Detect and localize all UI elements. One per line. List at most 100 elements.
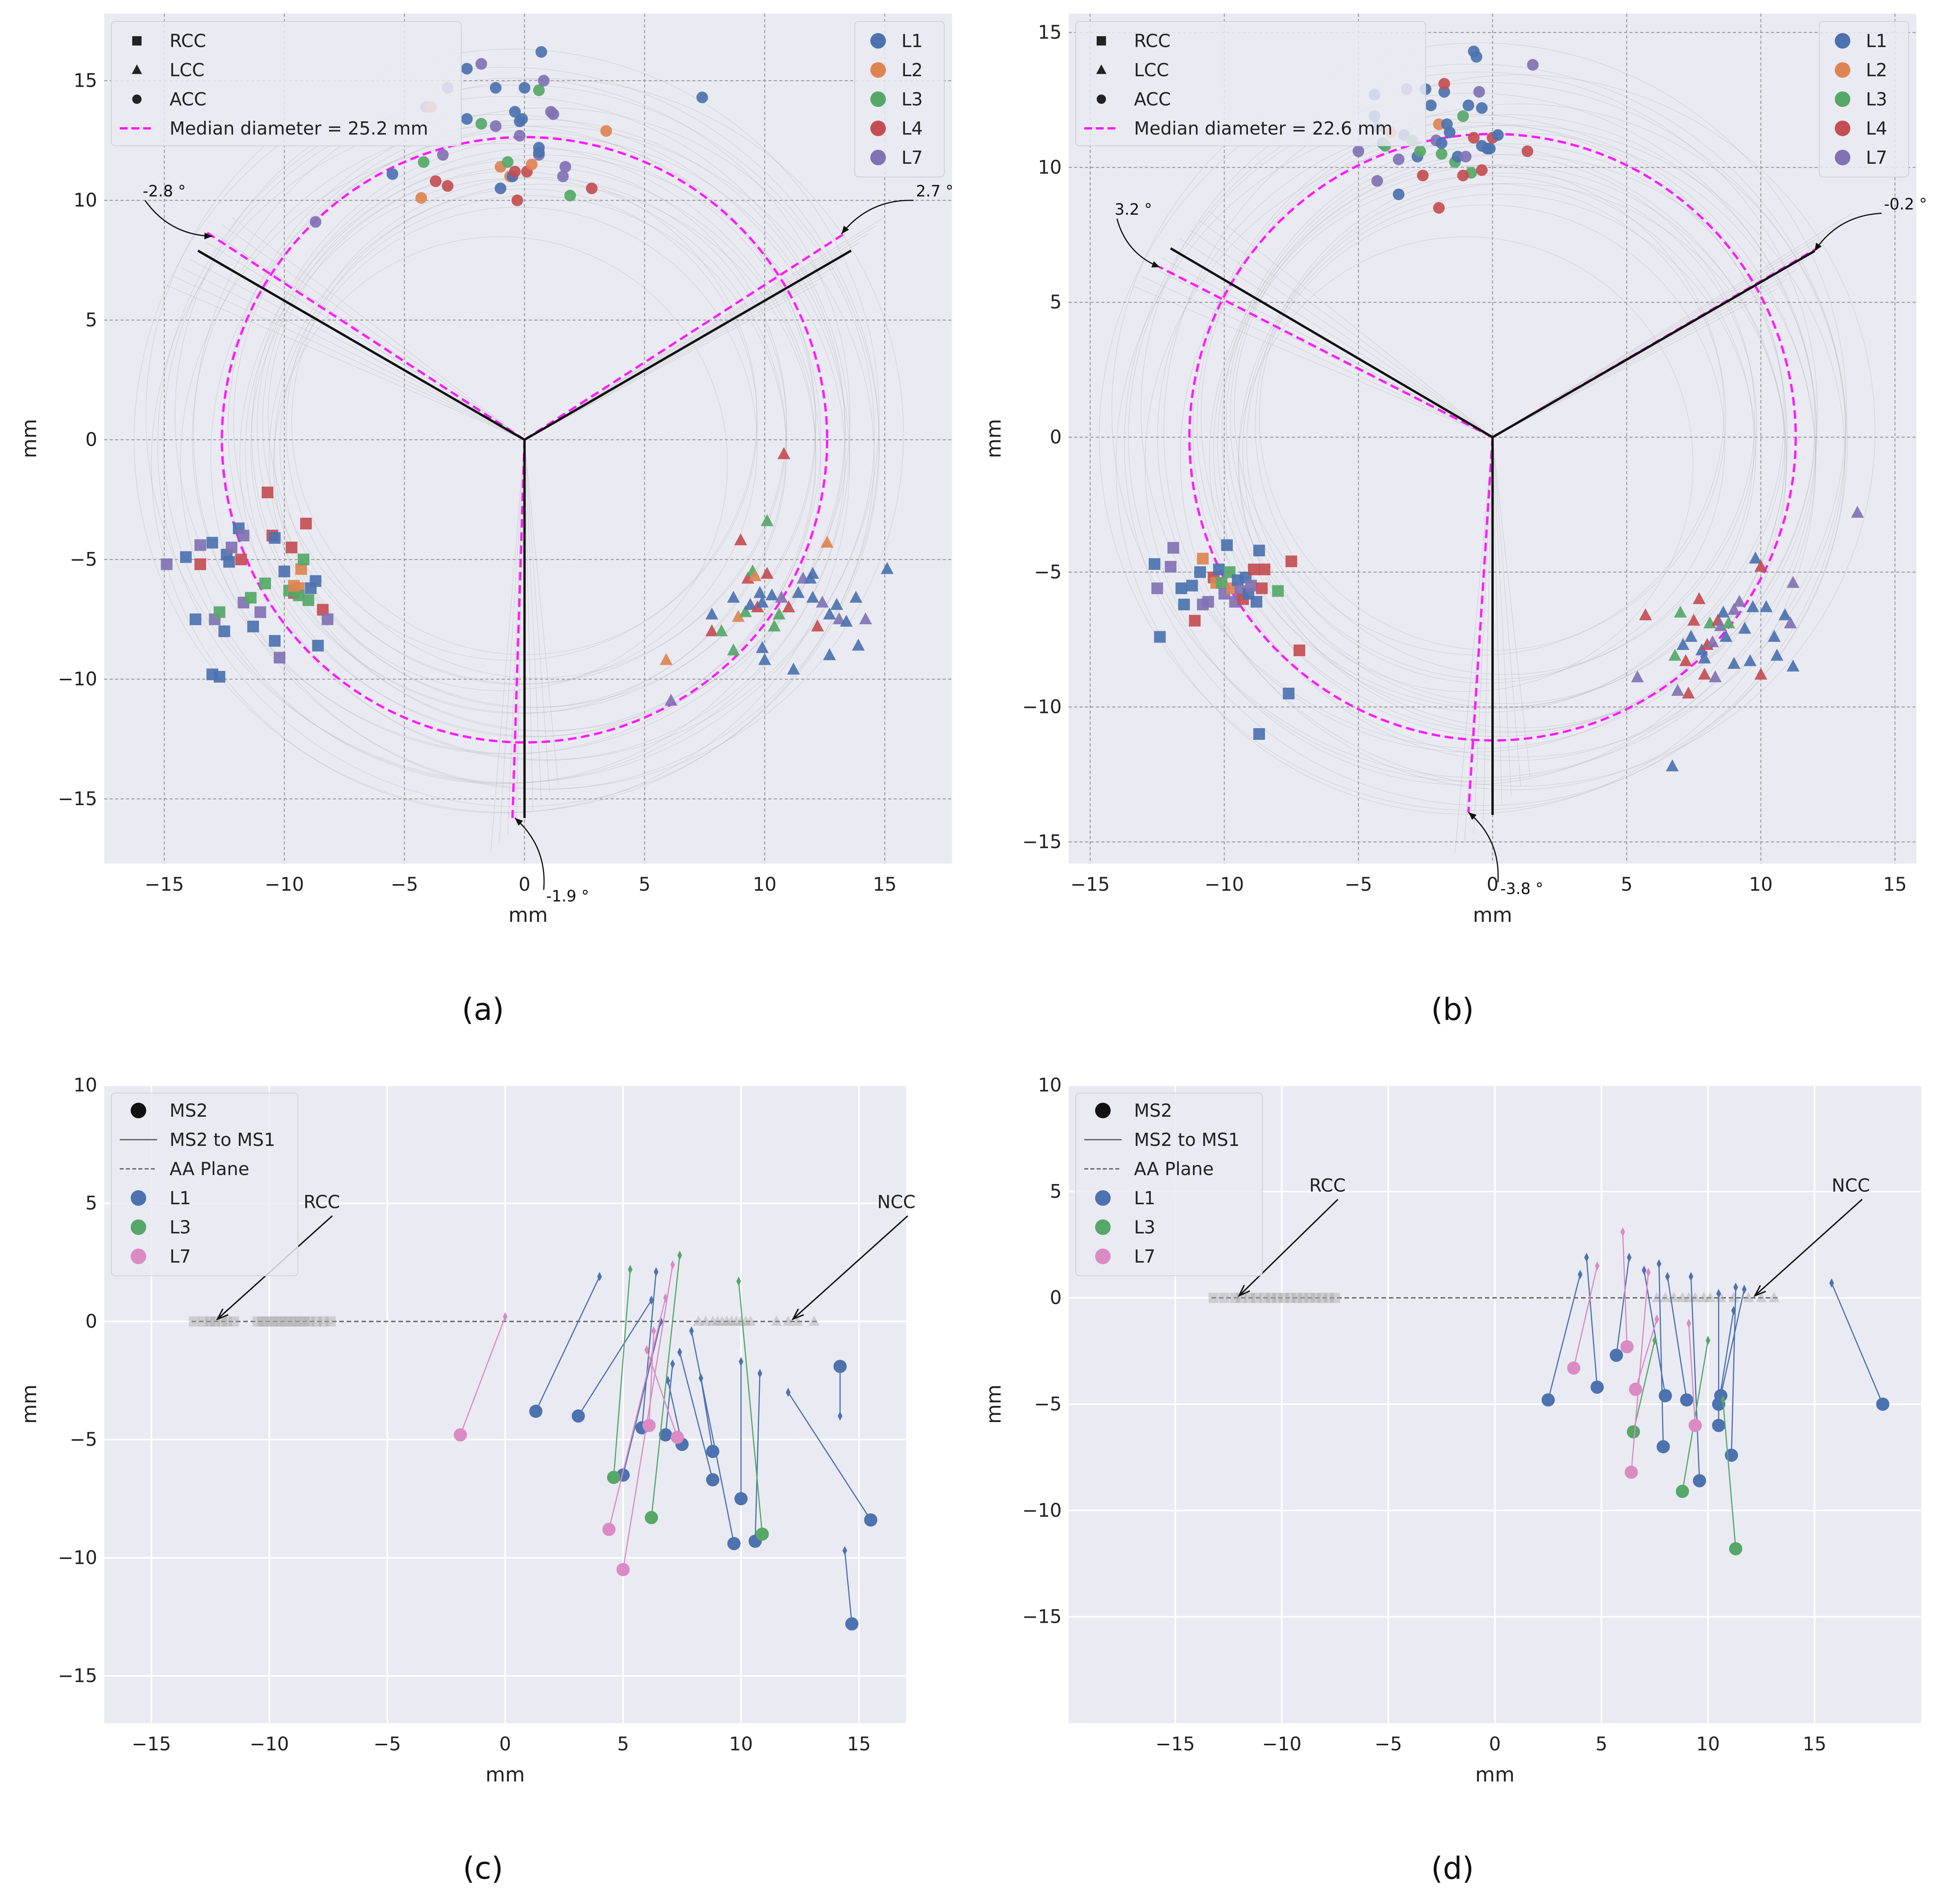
- ms1-marker: [649, 1295, 654, 1305]
- fit-radial-line: [524, 284, 818, 440]
- fit-circle: [1238, 236, 1694, 692]
- legend-label: Median diameter = 25.2 mm: [170, 118, 428, 139]
- fit-circle: [1180, 124, 1846, 790]
- annotation-arrowhead: [1237, 1285, 1250, 1297]
- legend-label: L3: [901, 89, 923, 110]
- ms1-marker: [1578, 1270, 1583, 1279]
- angle-annotation: 3.2 °: [1115, 201, 1152, 219]
- plane-rcc-marker: [205, 1316, 215, 1327]
- ms1-marker: [786, 1387, 791, 1397]
- y-tick-label: 10: [1038, 156, 1062, 178]
- x-tick-label: 10: [753, 874, 777, 895]
- data-point-rcc: [1197, 599, 1209, 611]
- data-point-rcc: [226, 541, 238, 554]
- data-point-lcc: [1746, 600, 1759, 612]
- ms2-to-ms1-line: [1573, 1266, 1598, 1368]
- y-tick-label: −15: [58, 1665, 97, 1687]
- legend-label: ACC: [1134, 89, 1171, 110]
- plane-rcc-marker: [266, 1316, 277, 1327]
- x-tick-label: −5: [391, 874, 418, 895]
- data-point-acc: [1433, 118, 1445, 130]
- ms2-point: [727, 1537, 741, 1550]
- fit-radial-line: [1152, 267, 1493, 438]
- y-tick-label: −10: [1022, 696, 1062, 718]
- data-point-acc: [1476, 102, 1488, 114]
- data-point-acc: [696, 91, 708, 103]
- ms2-point: [670, 1431, 684, 1444]
- legend-series-swatch: [1835, 121, 1850, 136]
- fit-circle: [1124, 82, 1848, 806]
- data-point-acc: [1527, 59, 1539, 71]
- ms1-marker: [651, 1326, 656, 1336]
- legend-label: AA Plane: [1134, 1158, 1214, 1179]
- legend-shapes-box: [111, 21, 462, 146]
- data-point-lcc: [760, 567, 774, 579]
- y-tick-label: 5: [1050, 1181, 1062, 1202]
- y-tick-label: −5: [1034, 1393, 1062, 1415]
- legend-series-box: [854, 21, 945, 177]
- plane-rcc-marker: [1251, 1293, 1262, 1303]
- legend-label: L3: [1866, 89, 1887, 110]
- ms2-to-ms1-line: [1631, 1272, 1649, 1473]
- plane-ncc-marker: [707, 1315, 718, 1326]
- commissure-line: [1492, 250, 1815, 438]
- ms1-marker: [670, 1359, 675, 1369]
- legend-series-swatch: [870, 62, 886, 78]
- data-point-acc: [538, 75, 550, 87]
- ms1-marker: [1689, 1272, 1694, 1281]
- data-point-rcc: [1245, 580, 1257, 592]
- annotation-label: RCC: [1309, 1175, 1346, 1196]
- ms2-point: [602, 1522, 616, 1536]
- data-point-rcc: [1248, 563, 1260, 575]
- ms2-to-ms1-line: [535, 1276, 600, 1412]
- x-tick-label: 5: [617, 1733, 629, 1755]
- median-commissure-line: [1159, 266, 1493, 438]
- data-point-lcc: [739, 605, 752, 617]
- ms2-point: [756, 1527, 769, 1541]
- legend-series-swatch: [1835, 33, 1850, 49]
- ms2-point: [1624, 1465, 1638, 1479]
- data-point-rcc: [300, 518, 312, 529]
- plane-rcc-marker: [1285, 1293, 1295, 1303]
- ms1-marker: [842, 1546, 847, 1555]
- data-point-lcc: [1851, 506, 1864, 518]
- y-tick-label: −15: [58, 788, 97, 810]
- ms2-point: [1712, 1419, 1726, 1432]
- fit-radial-line: [189, 259, 525, 440]
- fit-radial-line: [1492, 437, 1521, 787]
- ms2-to-ms1-line: [641, 1272, 657, 1428]
- data-point-rcc: [312, 639, 324, 652]
- plane-rcc-marker: [1323, 1293, 1334, 1303]
- data-point-acc: [1476, 164, 1488, 176]
- annotation-arrow: [1754, 1199, 1863, 1296]
- data-point-rcc: [278, 566, 290, 578]
- x-tick-label: 15: [1883, 874, 1907, 895]
- data-point-rcc: [218, 625, 230, 637]
- data-point-acc: [533, 146, 545, 158]
- ms2-to-ms1-line: [1547, 1274, 1581, 1400]
- data-point-lcc: [756, 596, 769, 608]
- y-tick-label: −5: [1034, 561, 1062, 583]
- data-point-acc: [475, 118, 487, 130]
- panel-c: −15 −10 −5 0 5 10 15 −15 −10 −5 0 5 10 mm mm RCC NCC MS2 M…: [18, 1074, 915, 1787]
- y-tick-label: −10: [1022, 1499, 1062, 1521]
- fit-radial-line: [524, 440, 534, 810]
- legend-label: L7: [1134, 1246, 1155, 1267]
- ms1-marker: [1720, 1395, 1726, 1405]
- data-point-lcc: [1727, 603, 1741, 615]
- y-tick-label: −5: [70, 548, 97, 570]
- ms1-marker: [1595, 1261, 1600, 1271]
- plane-rcc-marker: [1272, 1293, 1283, 1303]
- ms2-to-ms1-line: [1658, 1264, 1664, 1447]
- data-point-lcc: [1666, 759, 1679, 772]
- legend-label: MS2: [1134, 1100, 1172, 1121]
- data-point-lcc: [1778, 608, 1792, 620]
- data-point-acc: [418, 156, 430, 168]
- fit-circle: [1242, 194, 1756, 708]
- fit-circle: [145, 49, 880, 783]
- y-tick-label: 10: [74, 189, 97, 211]
- data-point-rcc: [310, 575, 322, 587]
- ms2-to-ms1-line: [622, 1265, 674, 1570]
- fit-circle: [1226, 144, 1786, 704]
